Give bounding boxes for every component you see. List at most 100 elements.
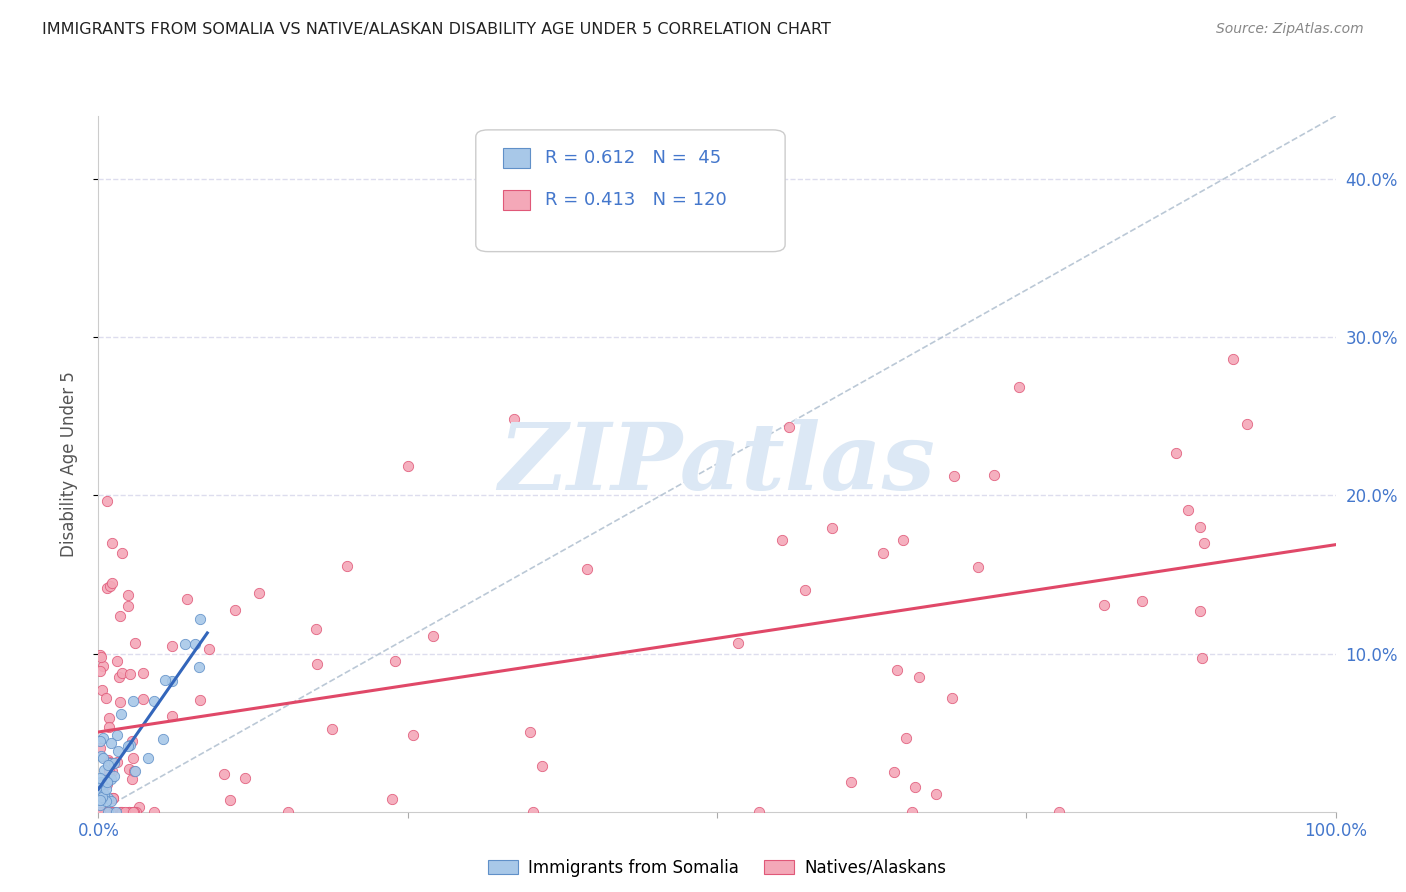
Point <box>111 665 134 680</box>
Point <box>117 739 139 753</box>
Point <box>89 793 111 807</box>
Point <box>90 775 112 789</box>
Point <box>97 757 120 772</box>
Point <box>97 756 120 770</box>
Point <box>97 791 120 805</box>
Point <box>96 805 118 819</box>
Point <box>89 734 111 748</box>
Point <box>941 691 963 706</box>
Point <box>839 775 862 789</box>
Point <box>121 772 143 786</box>
Point <box>143 805 166 819</box>
Point <box>90 749 112 764</box>
Point <box>162 674 184 689</box>
Point <box>1164 446 1187 460</box>
Point <box>90 805 112 819</box>
Point <box>904 780 927 794</box>
Point <box>89 788 111 802</box>
Point <box>247 585 270 599</box>
Point <box>118 762 141 776</box>
Point <box>188 612 211 626</box>
Point <box>502 412 524 426</box>
Point <box>576 562 599 576</box>
Point <box>101 791 124 805</box>
Point <box>122 805 145 819</box>
Point <box>531 758 554 772</box>
Point <box>101 764 124 778</box>
Point <box>118 805 141 819</box>
Point <box>162 709 184 723</box>
Point <box>124 764 146 778</box>
Point <box>1192 536 1215 550</box>
Point <box>111 805 134 819</box>
Point <box>96 805 118 819</box>
Point <box>100 772 122 786</box>
Point <box>94 691 117 706</box>
Point <box>89 664 111 678</box>
Point <box>101 576 124 591</box>
Point <box>901 805 924 819</box>
Point <box>173 637 195 651</box>
Point <box>122 693 145 707</box>
Point <box>125 805 148 819</box>
Point <box>121 734 143 748</box>
Point <box>122 805 145 819</box>
Point <box>727 636 749 650</box>
Point <box>96 775 118 789</box>
Point <box>98 711 121 725</box>
Point <box>98 755 121 769</box>
Point <box>925 787 948 801</box>
Point <box>93 787 115 801</box>
Point <box>748 805 770 819</box>
Point <box>89 648 111 663</box>
Point <box>90 777 112 791</box>
Point <box>89 771 111 785</box>
Point <box>111 545 134 559</box>
Point <box>90 649 112 664</box>
Point <box>105 727 128 741</box>
Point <box>108 670 131 684</box>
Point <box>91 731 114 745</box>
Point <box>108 805 131 819</box>
Point <box>100 805 122 819</box>
Point <box>101 536 124 550</box>
Text: R = 0.612   N =  45: R = 0.612 N = 45 <box>546 149 721 167</box>
Text: ZIPatlas: ZIPatlas <box>499 419 935 508</box>
Point <box>142 694 165 708</box>
Point <box>1177 502 1199 516</box>
Point <box>1008 380 1031 394</box>
Point <box>872 546 894 560</box>
Point <box>100 756 122 771</box>
Text: R = 0.413   N = 120: R = 0.413 N = 120 <box>546 191 727 209</box>
Point <box>96 777 118 791</box>
Point <box>103 769 125 783</box>
Point <box>120 739 142 753</box>
Point <box>305 622 328 636</box>
Point <box>107 744 129 758</box>
Point <box>94 805 117 819</box>
Point <box>108 609 131 624</box>
Point <box>132 665 155 680</box>
Point <box>1222 352 1244 367</box>
Point <box>160 640 183 654</box>
Point <box>152 731 174 746</box>
Point <box>381 792 404 806</box>
Point <box>117 599 139 613</box>
Point <box>118 805 141 819</box>
Point <box>891 533 914 548</box>
Point <box>91 683 114 698</box>
Point <box>117 588 139 602</box>
Point <box>97 764 120 778</box>
Point <box>821 521 844 535</box>
Point <box>218 793 240 807</box>
Point <box>96 805 118 819</box>
Point <box>983 467 1005 482</box>
Point <box>100 794 122 808</box>
Point <box>110 805 132 819</box>
Point <box>89 805 111 819</box>
Point <box>522 805 544 819</box>
Point <box>101 790 124 805</box>
Point <box>212 766 235 780</box>
Point <box>1092 598 1115 612</box>
Point <box>97 720 120 734</box>
